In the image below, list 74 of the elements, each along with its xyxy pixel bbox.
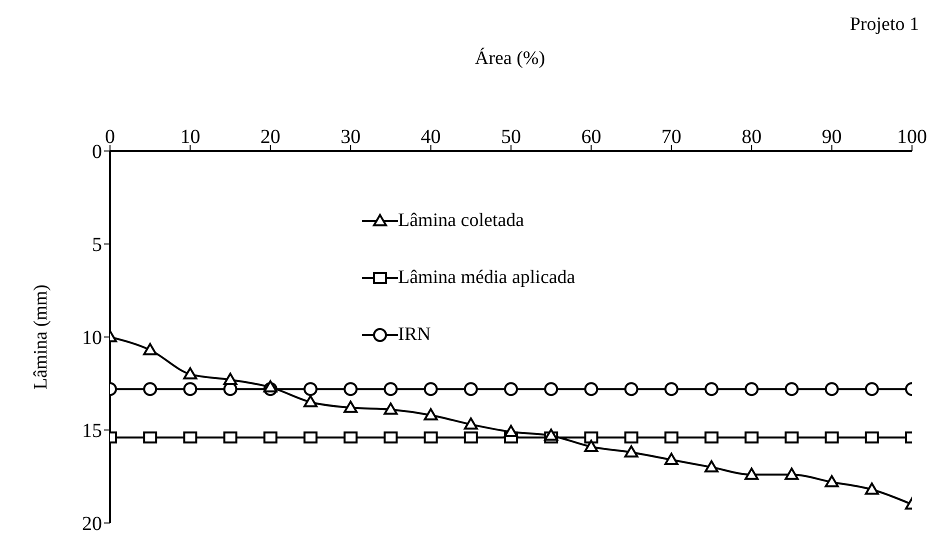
x-tick-label: 100 [897, 126, 927, 148]
chart-title: Projeto 1 [850, 14, 919, 36]
point [384, 402, 398, 415]
point [744, 382, 759, 396]
point [784, 468, 799, 480]
y-tick-label: 20 [82, 513, 102, 533]
point [624, 445, 638, 458]
x-tick-label: 80 [742, 126, 762, 148]
point [664, 431, 678, 444]
point [664, 382, 678, 396]
point [344, 382, 358, 396]
point [864, 482, 879, 495]
x-tick-label: 70 [661, 126, 682, 148]
x-tick-label: 40 [420, 126, 441, 148]
point [263, 431, 278, 444]
y-tick-label: 15 [82, 420, 102, 442]
point [304, 382, 318, 396]
x-tick-label: 60 [581, 126, 602, 148]
point [143, 382, 158, 396]
point [704, 382, 718, 396]
y-tick-label: 0 [92, 141, 102, 164]
point [384, 431, 398, 444]
x-tick-label: 30 [340, 126, 361, 148]
point [304, 395, 318, 408]
point [824, 475, 839, 488]
point [464, 431, 478, 444]
point [624, 382, 638, 396]
x-tick-label: 10 [180, 126, 200, 148]
point [223, 372, 238, 385]
point [544, 428, 558, 441]
point [584, 431, 598, 444]
point [784, 431, 799, 444]
point [784, 382, 799, 396]
point [344, 400, 358, 413]
point [143, 343, 158, 356]
point [304, 431, 318, 444]
point [824, 382, 839, 396]
point [704, 431, 718, 444]
point [544, 382, 558, 396]
point [183, 431, 198, 444]
point [824, 431, 839, 444]
point [664, 452, 678, 465]
y-tick-label: 5 [92, 234, 102, 256]
point [424, 408, 438, 420]
point [504, 382, 518, 396]
point [584, 440, 598, 452]
point [344, 431, 358, 444]
x-tick-label: 90 [822, 126, 842, 148]
point [624, 431, 638, 444]
point [183, 382, 198, 396]
point [223, 431, 238, 444]
point [744, 431, 759, 444]
legend-label: Lâmina coletada [398, 210, 524, 232]
point [464, 417, 478, 430]
point [584, 382, 598, 396]
point [263, 380, 278, 392]
x-tick-label: 50 [501, 126, 521, 148]
legend-label: IRN [398, 324, 431, 346]
x-tick-label: 20 [260, 126, 280, 148]
y-axis-title: Lâmina (mm) [30, 284, 52, 390]
point [424, 431, 438, 444]
point [864, 431, 879, 444]
point [424, 382, 438, 396]
point [143, 431, 158, 444]
point [744, 468, 759, 480]
point [464, 382, 478, 396]
y-tick-label: 10 [82, 327, 102, 350]
x-axis-title: Área (%) [474, 48, 546, 69]
point [384, 382, 398, 396]
point [504, 424, 518, 438]
point [704, 460, 718, 472]
point [864, 382, 879, 396]
legend-label: Lâmina média aplicada [398, 266, 576, 288]
point [183, 367, 198, 380]
